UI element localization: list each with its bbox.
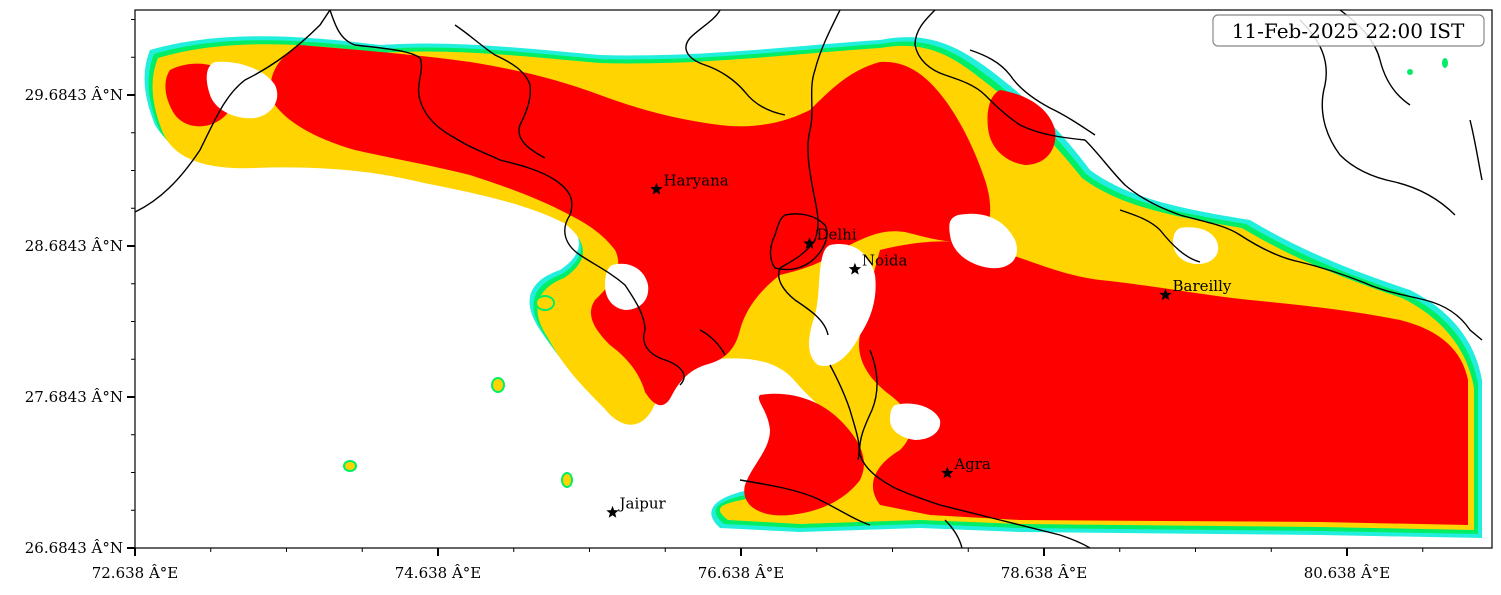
- city-label: Haryana: [663, 171, 728, 189]
- timestamp-label: 11-Feb-2025 22:00 IST: [1232, 19, 1465, 43]
- x-axis: 72.638 Â°E 74.638 Â°E 76.638 Â°E 78.638 Â°E…: [92, 548, 1424, 582]
- x-tick-label: 76.638 Â°E: [698, 564, 785, 582]
- city-marker-star: [1159, 288, 1172, 301]
- y-tick-label: 26.6843 Â°N: [25, 539, 123, 557]
- map-plot-area: [135, 10, 1483, 548]
- x-tick-label: 78.638 Â°E: [1001, 564, 1088, 582]
- state-boundaries: [135, 10, 1483, 548]
- y-axis: 29.6843 Â°N 28.6843 Â°N 27.6843 Â°N 26.6843…: [25, 19, 135, 557]
- plot-frame: [134, 9, 1493, 549]
- city-label: Delhi: [816, 226, 856, 244]
- city-marker-star: [650, 182, 663, 195]
- y-tick-label: 29.6843 Â°N: [25, 86, 123, 104]
- city-markers: Haryana Delhi Noida Bareilly Agra Jaipur: [606, 171, 1232, 518]
- city-label: Agra: [953, 455, 991, 473]
- city-marker-star: [941, 466, 954, 479]
- timestamp-box: 11-Feb-2025 22:00 IST: [1212, 14, 1485, 47]
- city-label: Noida: [862, 251, 908, 269]
- y-tick-label: 27.6843 Â°N: [25, 388, 123, 406]
- city-label: Bareilly: [1173, 277, 1232, 295]
- city-marker-star: [803, 237, 816, 249]
- x-tick-label: 74.638 Â°E: [395, 564, 482, 582]
- x-tick-label: 72.638 Â°E: [92, 564, 179, 582]
- city-label: Jaipur: [618, 494, 667, 512]
- y-tick-label: 28.6843 Â°N: [25, 237, 123, 255]
- haze-clear-patches: [206, 61, 1219, 440]
- x-tick-label: 80.638 Â°E: [1304, 564, 1391, 582]
- city-marker-star: [606, 505, 619, 518]
- haze-scattered-spots: [343, 58, 1448, 488]
- city-marker-star: [848, 262, 862, 275]
